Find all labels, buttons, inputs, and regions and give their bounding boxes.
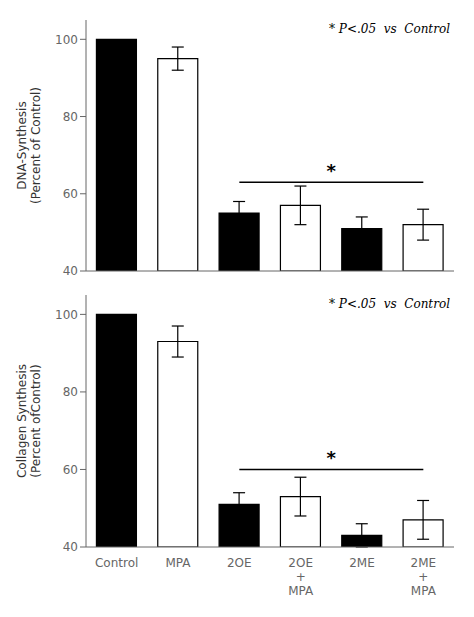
svg-text:60: 60 (63, 463, 78, 477)
svg-text:80: 80 (63, 110, 78, 124)
svg-text:Collagen Synthesis(Percent ofC: Collagen Synthesis(Percent ofControl) (15, 364, 43, 478)
html-text:* P<.05 vs Control: * P<.05 vs Control (329, 297, 450, 311)
svg-text:MPA: MPA (165, 556, 191, 570)
svg-text:2OE+MPA: 2OE+MPA (288, 556, 314, 598)
svg-text:80: 80 (63, 385, 78, 399)
svg-text:2ME: 2ME (349, 556, 375, 570)
svg-text:DNA-Synthesis(Percent of Contr: DNA-Synthesis(Percent of Control) (15, 87, 43, 204)
svg-text:100: 100 (55, 33, 78, 47)
svg-text:60: 60 (63, 187, 78, 201)
svg-text:*: * (327, 160, 337, 181)
html-text:* P<.05 vs Control: * P<.05 vs Control (329, 22, 450, 36)
svg-text:100: 100 (55, 308, 78, 322)
svg-text:2OE: 2OE (227, 556, 252, 570)
svg-text:2ME+MPA: 2ME+MPA (411, 556, 437, 598)
svg-text:40: 40 (63, 264, 78, 278)
svg-text:40: 40 (63, 540, 78, 554)
svg-text:Control: Control (95, 556, 138, 570)
svg-text:*: * (327, 447, 337, 468)
